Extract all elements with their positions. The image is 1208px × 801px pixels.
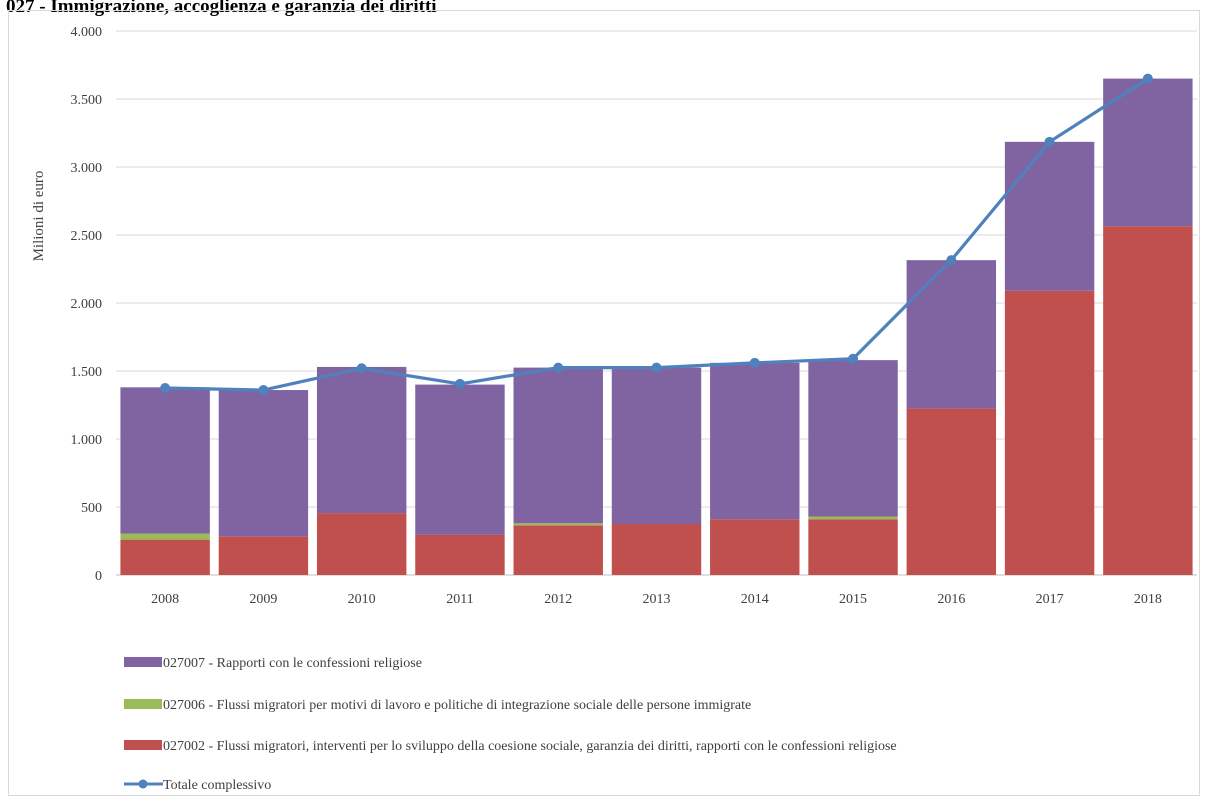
legend-swatch — [124, 699, 162, 709]
bar-segment-2018-series-0 — [1103, 226, 1193, 575]
bar-segment-2013-series-2 — [611, 367, 702, 524]
y-tick-label: 500 — [81, 501, 102, 516]
x-tick-label: 2010 — [348, 592, 376, 607]
bar-segment-2015-series-2 — [808, 360, 898, 517]
y-tick-label: 0 — [95, 569, 102, 584]
total-point-2009 — [258, 385, 269, 396]
bar-segment-2016-series-0 — [906, 408, 997, 575]
legend-swatch-marker — [138, 779, 148, 789]
bar-segment-2008-series-2 — [120, 387, 210, 534]
y-tick-label: 2.500 — [71, 229, 103, 244]
total-point-2013 — [651, 362, 662, 373]
x-tick-label: 2009 — [249, 592, 277, 607]
legend-label: Totale complessivo — [163, 778, 271, 793]
y-axis: 0 500 1.000 1.500 2.000 2.500 3.000 3.500 4.000 — [71, 25, 103, 584]
y-tick-label: 1.000 — [71, 433, 103, 448]
total-point-2008 — [160, 383, 171, 393]
x-tick-label: 2016 — [937, 592, 965, 607]
x-tick-label: 2013 — [643, 592, 671, 607]
bar-segment-2018-series-2 — [1103, 78, 1193, 227]
total-line-path — [165, 77, 1149, 392]
y-tick-label: 2.000 — [71, 297, 103, 312]
bar-segment-2008-series-0 — [120, 539, 210, 575]
legend: 027007 - Rapporti con le confessioni rel… — [124, 656, 897, 793]
bar-segment-2010-series-2 — [316, 366, 407, 514]
total-point-2016 — [946, 255, 957, 266]
bar-segment-2012-series-0 — [513, 525, 603, 575]
legend-label: 027007 - Rapporti con le confessioni rel… — [163, 656, 422, 671]
total-point-2011 — [454, 378, 465, 389]
total-point-2015 — [848, 353, 859, 364]
bar-segment-2011-series-2 — [415, 384, 505, 535]
x-tick-label: 2015 — [839, 592, 867, 607]
x-tick-label: 2011 — [446, 592, 473, 607]
bar-segment-2009-series-2 — [218, 390, 309, 537]
total-line — [160, 73, 1153, 396]
total-point-2012 — [553, 362, 564, 373]
y-tick-label: 3.500 — [71, 93, 103, 108]
page-title: 027 - Immigrazione, accoglienza e garanz… — [6, 0, 437, 17]
chart-frame — [8, 10, 1200, 796]
bar-segment-2015-series-1 — [808, 516, 898, 520]
y-tick-label: 4.000 — [71, 25, 103, 40]
legend-swatch — [124, 740, 162, 750]
legend-swatch — [124, 657, 162, 667]
x-tick-label: 2014 — [741, 592, 769, 607]
total-point-2010 — [356, 363, 367, 374]
bar-segment-2013-series-0 — [611, 524, 702, 575]
legend-label: 027006 - Flussi migratori per motivi di … — [163, 698, 751, 713]
bar-segment-2009-series-0 — [218, 536, 309, 575]
bar-segment-2014-series-2 — [710, 362, 800, 520]
bar-segment-2012-series-2 — [513, 367, 603, 524]
total-point-2017 — [1044, 136, 1055, 147]
y-tick-label: 3.000 — [71, 161, 103, 176]
bar-segment-2017-series-2 — [1004, 141, 1095, 291]
bar-segment-2008-series-1 — [120, 533, 210, 540]
bar-segment-2015-series-0 — [808, 519, 898, 575]
total-point-2014 — [749, 357, 760, 368]
x-tick-label: 2008 — [151, 592, 179, 607]
bar-segment-2016-series-2 — [906, 260, 997, 409]
bar-segment-2014-series-0 — [710, 519, 800, 575]
y-tick-label: 1.500 — [71, 365, 103, 380]
x-tick-label: 2017 — [1036, 592, 1064, 607]
total-point-2018 — [1142, 73, 1153, 84]
bar-segment-2011-series-0 — [415, 534, 505, 575]
bar-segment-2010-series-0 — [316, 513, 407, 575]
y-axis-title: Milioni di euro — [31, 171, 47, 262]
bar-segment-2012-series-1 — [513, 523, 603, 526]
bars — [120, 78, 1193, 575]
x-tick-label: 2018 — [1134, 592, 1162, 607]
legend-label: 027002 - Flussi migratori, interventi pe… — [163, 739, 897, 754]
bar-segment-2017-series-0 — [1004, 290, 1095, 575]
x-axis: 2008 2009 2010 2011 2012 2013 2014 2015 2016 2017… — [151, 592, 1162, 607]
x-tick-label: 2012 — [544, 592, 572, 607]
